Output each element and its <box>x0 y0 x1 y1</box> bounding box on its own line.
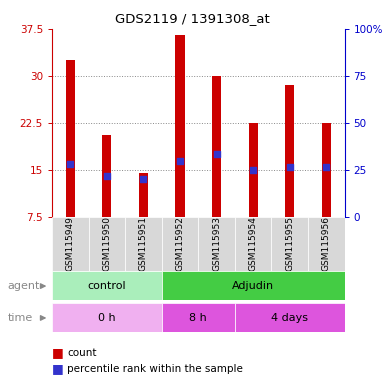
FancyBboxPatch shape <box>52 217 89 271</box>
Text: GDS2119 / 1391308_at: GDS2119 / 1391308_at <box>115 12 270 25</box>
Text: agent: agent <box>8 281 40 291</box>
Point <box>250 167 256 173</box>
Bar <box>102 136 111 217</box>
FancyBboxPatch shape <box>235 217 271 271</box>
Bar <box>249 123 258 217</box>
Bar <box>139 173 148 217</box>
Text: Adjudin: Adjudin <box>232 281 274 291</box>
Bar <box>66 60 75 217</box>
FancyBboxPatch shape <box>271 217 308 271</box>
Bar <box>322 123 331 217</box>
Text: GSM115956: GSM115956 <box>322 216 331 271</box>
Point <box>177 157 183 164</box>
Text: GSM115955: GSM115955 <box>285 216 294 271</box>
FancyBboxPatch shape <box>308 217 345 271</box>
FancyBboxPatch shape <box>162 303 235 332</box>
Text: GSM115952: GSM115952 <box>176 217 184 271</box>
Text: GSM115954: GSM115954 <box>249 217 258 271</box>
Text: control: control <box>87 281 126 291</box>
Text: 8 h: 8 h <box>189 313 207 323</box>
FancyBboxPatch shape <box>162 271 345 300</box>
Text: GSM115949: GSM115949 <box>66 217 75 271</box>
FancyBboxPatch shape <box>52 303 162 332</box>
Text: time: time <box>8 313 33 323</box>
FancyBboxPatch shape <box>162 217 198 271</box>
FancyBboxPatch shape <box>125 217 162 271</box>
Point <box>104 173 110 179</box>
FancyBboxPatch shape <box>235 303 345 332</box>
Point <box>213 151 219 157</box>
Text: GSM115951: GSM115951 <box>139 216 148 271</box>
Bar <box>212 76 221 217</box>
Point <box>67 161 73 167</box>
Bar <box>176 35 184 217</box>
Text: ■: ■ <box>52 362 64 375</box>
Text: percentile rank within the sample: percentile rank within the sample <box>67 364 243 374</box>
Point <box>286 164 293 170</box>
Text: count: count <box>67 348 97 358</box>
Text: GSM115950: GSM115950 <box>102 216 111 271</box>
Point <box>140 176 146 182</box>
FancyBboxPatch shape <box>52 271 162 300</box>
FancyBboxPatch shape <box>198 217 235 271</box>
Bar <box>285 85 294 217</box>
Text: 4 days: 4 days <box>271 313 308 323</box>
Point <box>323 164 329 170</box>
Text: GSM115953: GSM115953 <box>212 216 221 271</box>
Text: 0 h: 0 h <box>98 313 116 323</box>
Text: ■: ■ <box>52 346 64 359</box>
FancyBboxPatch shape <box>89 217 125 271</box>
